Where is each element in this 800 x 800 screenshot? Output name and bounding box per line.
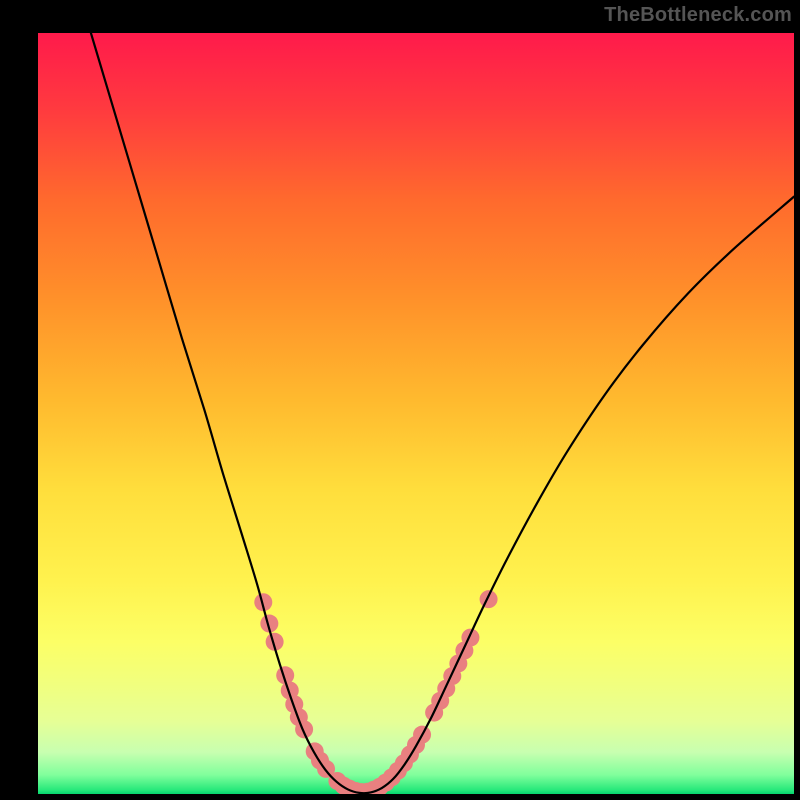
curve-marker bbox=[461, 629, 479, 647]
chart-stage: TheBottleneck.com bbox=[0, 0, 800, 800]
bottleneck-curve bbox=[91, 33, 794, 793]
watermark-text: TheBottleneck.com bbox=[604, 4, 792, 27]
curve-marker bbox=[295, 720, 313, 738]
plot-area bbox=[38, 33, 794, 794]
curve-marker bbox=[480, 590, 498, 608]
chart-svg bbox=[38, 33, 794, 794]
curve-markers bbox=[254, 590, 497, 794]
